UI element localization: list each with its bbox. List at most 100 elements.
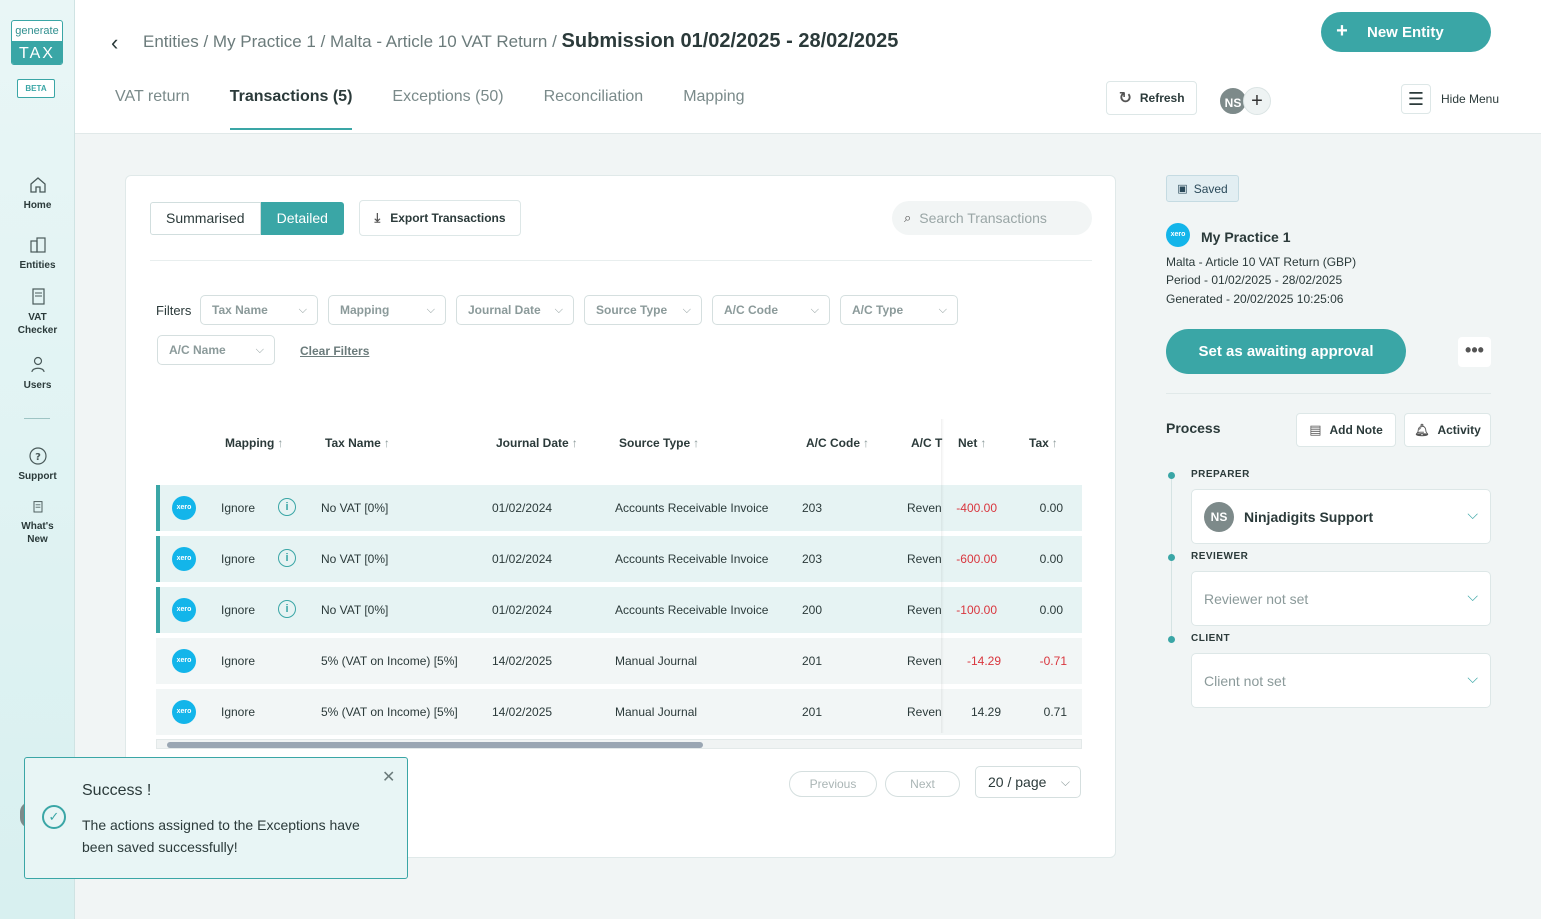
step-dot — [1168, 636, 1175, 643]
step-dot — [1168, 554, 1175, 561]
cell-source-type: Accounts Receivable Invoice — [615, 603, 769, 617]
previous-page-button[interactable]: Previous — [789, 771, 877, 797]
column-mapping[interactable]: Mapping ↑ — [225, 436, 284, 450]
save-icon: ▣ — [1177, 183, 1188, 195]
cell-journal-date: 01/02/2024 — [492, 501, 553, 515]
search-input[interactable]: ⌕ Search Transactions — [892, 201, 1092, 235]
set-awaiting-approval-button[interactable]: Set as awaiting approval — [1166, 329, 1406, 374]
sidebar-divider — [24, 418, 50, 419]
sidebar-item-support[interactable]: ? Support — [0, 446, 75, 483]
document-icon — [31, 288, 45, 305]
building-icon — [29, 237, 46, 253]
filter-ac-type[interactable]: A/C Type ⌵ — [840, 295, 958, 325]
breadcrumb-path[interactable]: Entities / My Practice 1 / Malta - Artic… — [143, 32, 557, 51]
back-arrow-icon[interactable]: ‹ — [111, 30, 119, 55]
filter-journal-date[interactable]: Journal Date ⌵ — [456, 295, 574, 325]
cell-source-type: Manual Journal — [615, 705, 698, 719]
column-net[interactable]: Net ↑ — [958, 436, 987, 450]
hide-menu-label: Hide Menu — [1441, 92, 1500, 106]
page-size-select[interactable]: 20 / page ⌵ — [975, 766, 1081, 798]
add-user-button[interactable]: + — [1243, 87, 1271, 115]
info-icon[interactable]: i — [278, 498, 296, 516]
column-ac-code[interactable]: A/C Code ↑ — [806, 436, 869, 450]
new-entity-button[interactable]: + New Entity — [1321, 12, 1491, 52]
cell-journal-date: 14/02/2025 — [492, 654, 553, 668]
sidebar-item-vat-checker[interactable]: VAT Checker — [0, 287, 75, 337]
preparer-name: Ninjadigits Support — [1244, 508, 1374, 525]
close-icon[interactable]: ✕ — [382, 769, 396, 786]
toast-title: Success ! — [82, 782, 152, 799]
column-journal-date[interactable]: Journal Date ↑ — [496, 436, 578, 450]
sidebar-item-label: What's New — [21, 521, 54, 545]
beta-badge: BETA — [17, 79, 55, 98]
column-tax-name[interactable]: Tax Name ↑ — [325, 436, 390, 450]
add-note-button[interactable]: ▤ Add Note — [1296, 413, 1396, 447]
cell-ac-type: Reven — [907, 501, 942, 515]
horizontal-scrollbar[interactable] — [156, 739, 1082, 749]
tab-mapping[interactable]: Mapping — [683, 88, 745, 105]
reviewer-select[interactable]: Reviewer not set ⌵ — [1191, 571, 1491, 626]
column-tax[interactable]: Tax ↑ — [1029, 436, 1058, 450]
table-row[interactable]: xero Ignore 5% (VAT on Income) [5%] 14/02/2… — [156, 638, 1082, 684]
tab-reconciliation[interactable]: Reconciliation — [543, 88, 644, 105]
filter-tax-name[interactable]: Tax Name ⌵ — [200, 295, 318, 325]
sticky-column-shadow — [941, 419, 944, 733]
chevron-down-icon: ⌵ — [554, 304, 563, 316]
transactions-card: Summarised Detailed ⤓ Export Transaction… — [125, 175, 1116, 858]
sidebar-item-entities[interactable]: Entities — [0, 235, 75, 272]
tab-transactions[interactable]: Transactions (5) — [229, 88, 353, 130]
sidebar-item-users[interactable]: Users — [0, 355, 75, 392]
sidebar-item-whats-new[interactable]: What's New — [0, 500, 75, 546]
xero-logo: xero — [172, 496, 196, 520]
more-options-icon[interactable]: ••• — [1458, 337, 1491, 367]
filter-mapping[interactable]: Mapping ⌵ — [328, 295, 446, 325]
generate-tax-logo[interactable]: generate TAX — [11, 20, 63, 65]
tab-vat-return[interactable]: VAT return — [115, 88, 190, 105]
clear-filters-link[interactable]: Clear Filters — [300, 344, 370, 358]
filter-ac-name[interactable]: A/C Name ⌵ — [157, 335, 275, 365]
table-row[interactable]: xero Ignore No VAT [0%] 01/02/2024 Accounts … — [156, 485, 1082, 531]
info-icon[interactable]: i — [278, 549, 296, 567]
sort-arrow-icon: ↑ — [693, 436, 700, 450]
sidebar-item-label: Entities — [19, 260, 56, 271]
sidebar-item-label: VAT Checker — [17, 312, 58, 336]
filter-label: Journal Date — [468, 303, 541, 317]
refresh-icon: ↻ — [1118, 90, 1132, 107]
table-row[interactable]: xero Ignore No VAT [0%] 01/02/2024 Accounts … — [156, 587, 1082, 633]
process-heading: Process — [1166, 420, 1221, 436]
check-circle-icon: ✓ — [42, 805, 66, 829]
client-select[interactable]: Client not set ⌵ — [1191, 653, 1491, 708]
tab-exceptions[interactable]: Exceptions (50) — [392, 88, 504, 105]
filter-ac-code[interactable]: A/C Code ⌵ — [712, 295, 830, 325]
activity-button[interactable]: 🔔︎ Activity — [1404, 413, 1491, 447]
refresh-button[interactable]: ↻ Refresh — [1106, 81, 1197, 115]
export-label: Export Transactions — [390, 211, 506, 225]
next-page-button[interactable]: Next — [885, 771, 960, 797]
avatar[interactable]: NS — [1218, 86, 1248, 116]
cell-mapping: Ignore — [221, 501, 256, 515]
cell-tax: 0.00 — [1039, 501, 1063, 515]
cell-net: -100.00 — [956, 603, 997, 617]
cell-ac-type: Reven — [907, 705, 942, 719]
table-row[interactable]: xero Ignore No VAT [0%] 01/02/2024 Accounts … — [156, 536, 1082, 582]
scrollbar-thumb[interactable] — [167, 742, 703, 748]
sort-arrow-icon: ↑ — [277, 436, 284, 450]
sidebar-item-home[interactable]: Home — [0, 175, 75, 212]
column-ac-type[interactable]: A/C T — [911, 436, 943, 450]
cell-mapping: Ignore — [221, 552, 256, 566]
preparer-select[interactable]: NS Ninjadigits Support ⌵ — [1191, 489, 1491, 544]
cell-ac-code: 203 — [802, 552, 823, 566]
summarised-toggle[interactable]: Summarised — [150, 202, 261, 235]
hide-menu-button[interactable]: ☰ Hide Menu — [1401, 84, 1499, 114]
table-row[interactable]: xero Ignore 5% (VAT on Income) [5%] 14/02/2… — [156, 689, 1082, 735]
cell-net: -600.00 — [956, 552, 997, 566]
detailed-toggle[interactable]: Detailed — [260, 202, 344, 235]
chevron-down-icon: ⌵ — [298, 304, 307, 316]
filter-source-type[interactable]: Source Type ⌵ — [584, 295, 702, 325]
cell-source-type: Manual Journal — [615, 654, 698, 668]
cell-tax: -0.71 — [1039, 654, 1067, 668]
column-source-type[interactable]: Source Type ↑ — [619, 436, 700, 450]
export-transactions-button[interactable]: ⤓ Export Transactions — [359, 200, 521, 236]
info-icon[interactable]: i — [278, 600, 296, 618]
chevron-down-icon: ⌵ — [1467, 670, 1478, 686]
